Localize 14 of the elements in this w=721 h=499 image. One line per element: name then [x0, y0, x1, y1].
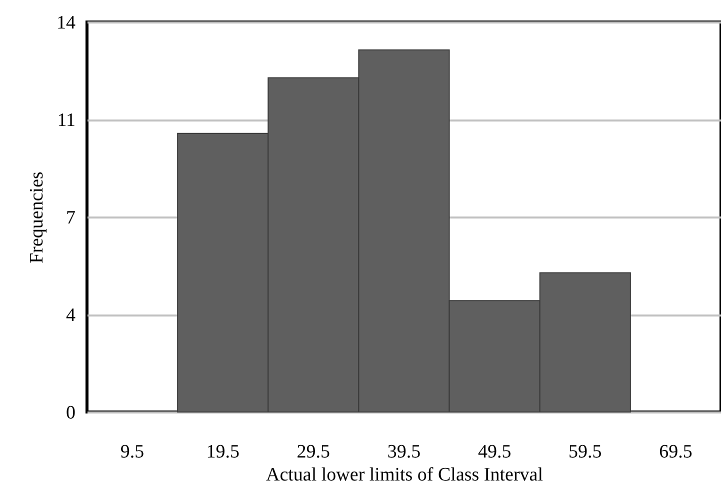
x-tick-label: 49.5: [478, 442, 512, 462]
x-tick-label: 29.5: [296, 442, 330, 462]
y-tick-label: 11: [57, 110, 76, 131]
x-tick-label: 39.5: [387, 442, 421, 462]
y-tick-label: 0: [66, 402, 76, 424]
y-tick-label: 4: [66, 305, 76, 326]
y-tick-label: 7: [66, 208, 76, 228]
x-tick-label: 69.5: [659, 442, 692, 462]
x-tick-label: 19.5: [206, 442, 240, 462]
x-tick-label: 59.5: [568, 442, 602, 462]
y-axis-title: Frequencies: [26, 172, 48, 264]
x-axis-title: Actual lower limits of Class Interval: [266, 464, 544, 486]
x-tick-label: 9.5: [120, 442, 144, 462]
y-tick-label: 14: [56, 12, 76, 34]
